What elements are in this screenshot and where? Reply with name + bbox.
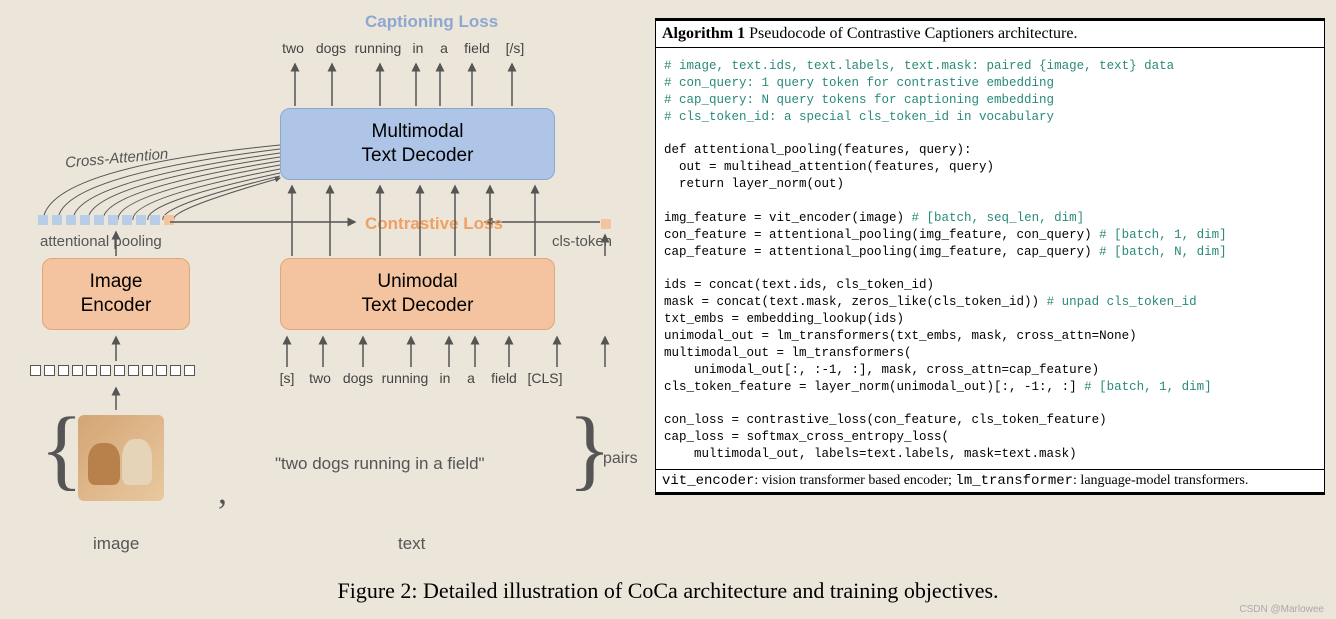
footer-text-2: : language-model transformers. — [1073, 473, 1248, 488]
cross-attention-fan — [38, 128, 288, 226]
example-text: "two dogs running in a field" — [275, 454, 485, 474]
figure-caption: Figure 2: Detailed illustration of CoCa … — [0, 578, 1336, 604]
example-image — [78, 415, 164, 501]
block-label: UnimodalText Decoder — [362, 270, 474, 318]
image-patches — [30, 365, 195, 376]
captioning-loss-label: Captioning Loss — [365, 12, 498, 32]
token: two — [305, 370, 335, 386]
footer-code-1: vit_encoder — [662, 473, 754, 489]
figure-container: Captioning Loss two dogs running in a fi… — [0, 0, 1336, 560]
token: field — [460, 40, 494, 56]
algorithm-title: Algorithm 1 Pseudocode of Contrastive Ca… — [656, 19, 1324, 48]
comma: , — [218, 470, 227, 512]
text-label: text — [398, 534, 425, 554]
output-token-row: two dogs running in a field [/s] — [278, 40, 530, 56]
token: in — [435, 370, 455, 386]
token: field — [487, 370, 521, 386]
algorithm-number: Algorithm 1 — [662, 25, 745, 42]
img-to-patch-arrow — [108, 384, 128, 414]
token: running — [381, 370, 429, 386]
footer-text-1: : vision transformer based encoder; — [754, 473, 955, 488]
attentional-pooling-label: attentional pooling — [40, 233, 162, 250]
image-encoder-block: ImageEncoder — [42, 258, 190, 330]
dog-shape-icon — [88, 443, 120, 485]
token: a — [461, 370, 481, 386]
attentional-pooling-squares — [38, 215, 174, 225]
token: in — [408, 40, 428, 56]
token: running — [354, 40, 402, 56]
token: [CLS] — [527, 370, 563, 386]
pseudocode: # image, text.ids, text.labels, text.mas… — [656, 48, 1324, 470]
encoder-to-pool-arrow — [108, 228, 128, 260]
output-arrows — [280, 58, 560, 108]
unimodal-decoder-block: UnimodalText Decoder — [280, 258, 555, 330]
input-to-uni-arrows — [275, 333, 625, 369]
token: [s] — [275, 370, 299, 386]
patch-to-encoder-arrow — [108, 333, 128, 365]
token: a — [434, 40, 454, 56]
dog-shape-icon — [122, 439, 152, 485]
pairs-label: pairs — [603, 450, 638, 468]
brace-left: { — [40, 398, 83, 501]
block-label: MultimodalText Decoder — [362, 120, 474, 168]
algorithm-footer: vit_encoder: vision transformer based en… — [656, 470, 1324, 494]
input-token-row: [s] two dogs running in a field [CLS] — [275, 370, 563, 386]
token: [/s] — [500, 40, 530, 56]
architecture-diagram: Captioning Loss two dogs running in a fi… — [0, 0, 640, 560]
multimodal-decoder-block: MultimodalText Decoder — [280, 108, 555, 180]
block-label: ImageEncoder — [81, 270, 152, 318]
token: two — [278, 40, 308, 56]
token: dogs — [341, 370, 375, 386]
algorithm-box: Algorithm 1 Pseudocode of Contrastive Ca… — [655, 18, 1325, 495]
algorithm-title-text: Pseudocode of Contrastive Captioners arc… — [745, 25, 1077, 42]
uni-to-multi-arrows — [280, 180, 630, 258]
footer-code-2: lm_transformer — [955, 473, 1073, 489]
watermark-text: CSDN @Marlowee — [1239, 604, 1324, 615]
image-label: image — [93, 534, 139, 554]
token: dogs — [314, 40, 348, 56]
